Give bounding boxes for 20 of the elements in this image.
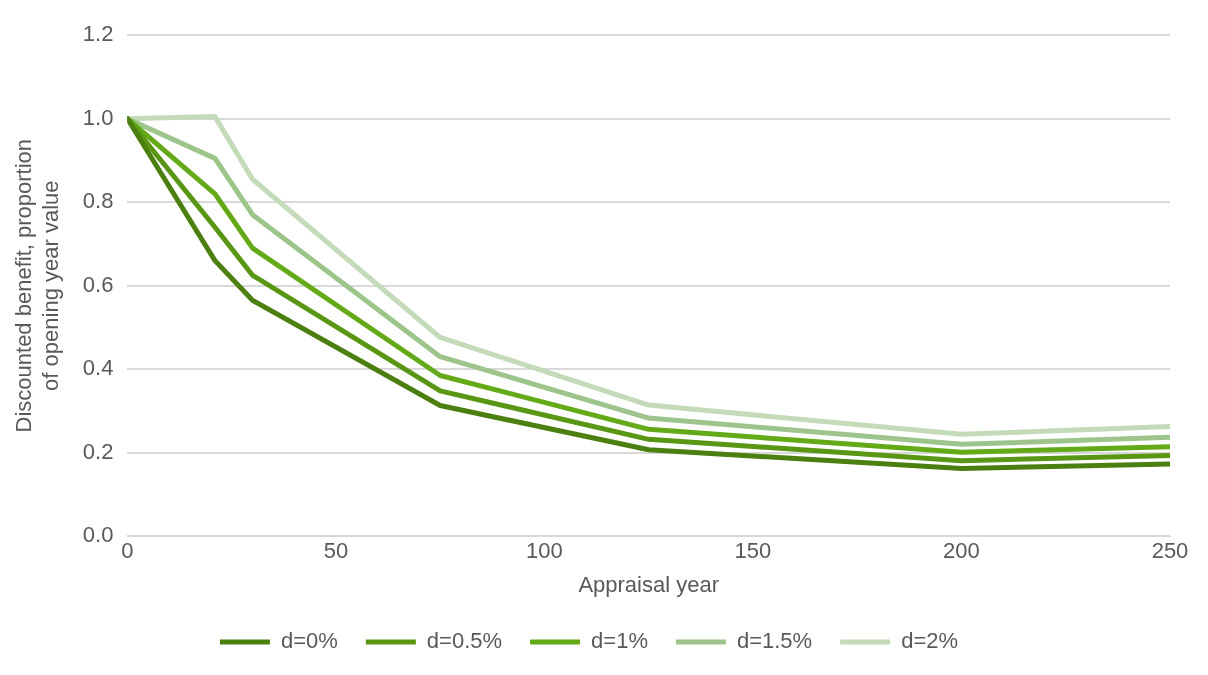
legend-label: d=1% [591,628,648,654]
legend-label: d=2% [901,628,959,654]
x-tick-label: 50 [323,538,349,564]
legend-label: d=1.5% [736,628,813,654]
y-tick-label: 1.2 [82,21,114,47]
y-tick-label: 0.0 [82,522,114,548]
legend-label: d=0.5% [426,628,503,654]
x-tick-label: 0 [121,538,134,564]
y-tick-label: 0.2 [82,438,114,464]
legend-label: d=0% [280,628,338,654]
x-tick-label: 100 [526,538,563,564]
y-tick-label: 0.4 [82,355,114,381]
x-tick-label: 200 [943,538,980,564]
y-axis-title: Discounted benefit, proportion of opening year value [11,138,63,433]
x-axis-title: Appraisal year [578,571,720,597]
x-tick-label: 150 [734,538,772,564]
x-tick-label: 250 [1151,538,1189,564]
y-tick-label: 1.0 [82,104,114,130]
y-tick-label: 0.8 [82,188,114,214]
y-tick-label: 0.6 [82,271,114,297]
